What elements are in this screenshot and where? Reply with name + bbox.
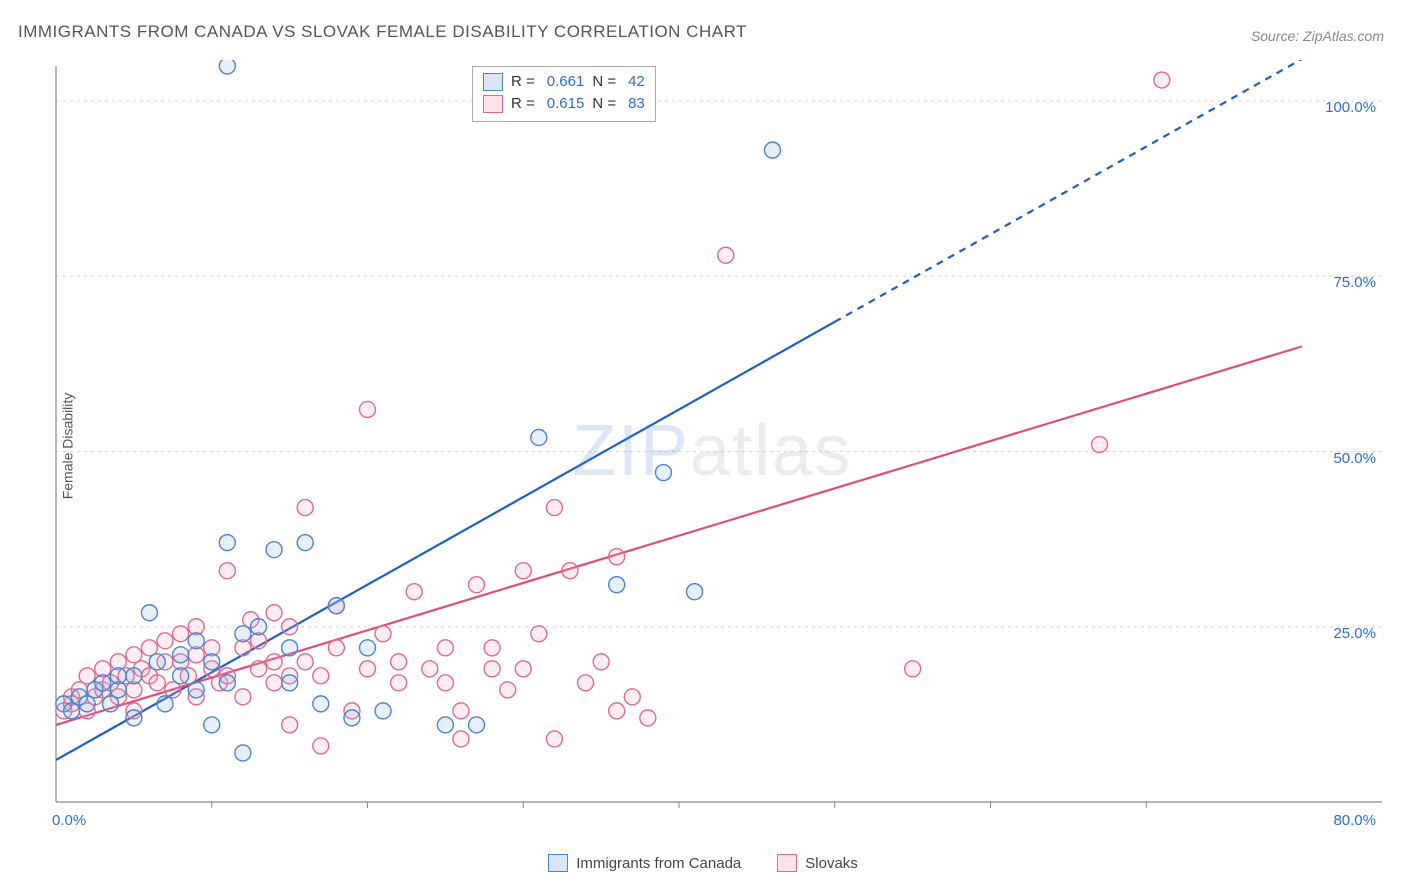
legend-swatch-canada xyxy=(483,73,503,91)
legend-n-value: 83 xyxy=(628,93,645,115)
legend-text: N = xyxy=(592,93,616,115)
series-label: Immigrants from Canada xyxy=(576,855,741,872)
legend-text: N = xyxy=(592,71,616,93)
series-legend: Immigrants from Canada Slovaks xyxy=(0,854,1406,872)
legend-swatch-slovaks xyxy=(777,854,797,872)
series-label: Slovaks xyxy=(805,855,858,872)
legend-swatch-slovaks xyxy=(483,95,503,113)
legend-text: R = xyxy=(511,93,535,115)
plot-area: ZIPatlas R =0.661 N =42R =0.615 N =83 xyxy=(52,60,1382,830)
legend-n-value: 42 xyxy=(628,71,645,93)
chart-container: IMMIGRANTS FROM CANADA VS SLOVAK FEMALE … xyxy=(0,0,1406,892)
legend-text: R = xyxy=(511,71,535,93)
scatter-plot-svg xyxy=(52,60,1382,830)
source-attribution: Source: ZipAtlas.com xyxy=(1251,28,1384,44)
legend-row-canada: R = 0.661 N = 42 xyxy=(483,71,645,93)
legend-r-value: 0.615 xyxy=(547,93,585,115)
chart-title: IMMIGRANTS FROM CANADA VS SLOVAK FEMALE … xyxy=(18,22,747,42)
legend-swatch-canada xyxy=(548,854,568,872)
series-legend-item-slovaks: Slovaks xyxy=(777,854,858,872)
legend-row-slovaks: R = 0.615 N = 83 xyxy=(483,93,645,115)
correlation-legend: R = 0.661 N = 42 R = 0.615 N = 83 xyxy=(472,66,656,122)
legend-r-value: 0.661 xyxy=(547,71,585,93)
series-legend-item-canada: Immigrants from Canada xyxy=(548,854,741,872)
